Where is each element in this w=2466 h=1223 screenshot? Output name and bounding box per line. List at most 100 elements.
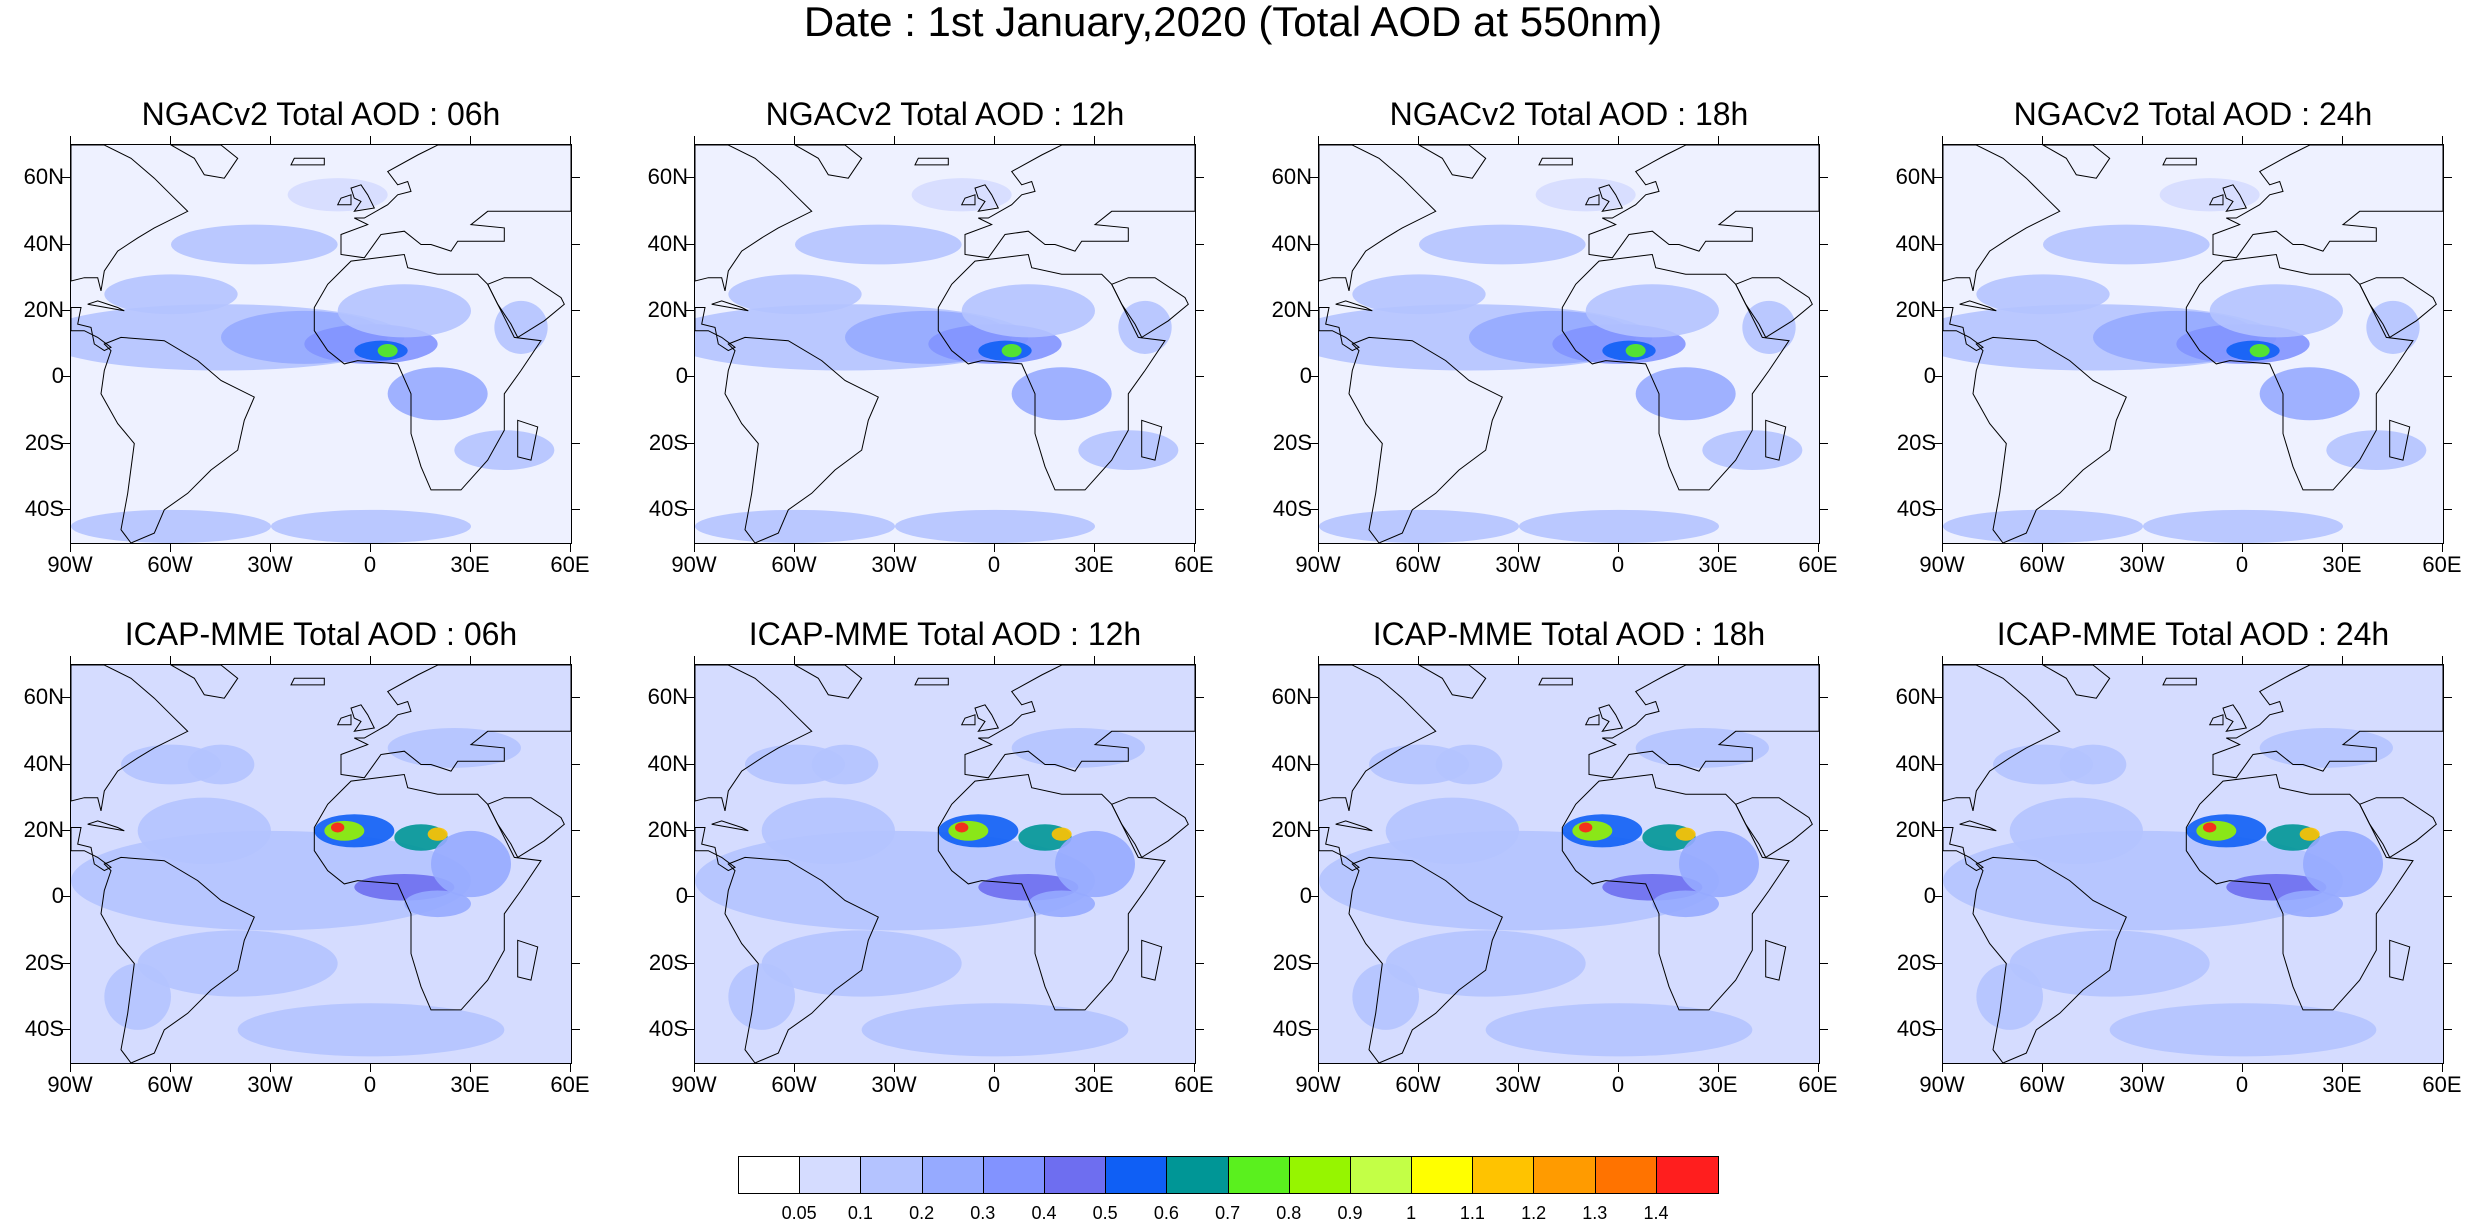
aod-plume [1535,178,1636,212]
aod-plume [2209,284,2343,338]
lat-tick [2444,697,2452,699]
coastline-britain [974,704,1000,732]
aod-plume [1635,728,1769,768]
lat-tick [2444,508,2452,510]
map-panel: NGACv2 Total AOD : 06h 60N 40N 20N 0 20S 40S 90… [24,96,590,576]
map-panel: NGACv2 Total AOD : 24h 60N 40N 20N 0 20S 40S 90… [1896,96,2462,576]
coastline-arabia [1111,797,1189,859]
lon-tick-label: 30W [247,552,293,577]
lon-tick [1942,1064,1943,1072]
coastline-madagascar [517,939,539,981]
aod-plume [494,300,548,354]
coastline-centralAmerica [71,827,112,872]
aod-plume [1352,963,1419,1030]
lon-tick [470,544,471,552]
lat-tick [686,697,694,699]
lon-tick [170,656,171,664]
aod-plume [795,224,962,265]
lat-tick [572,508,580,510]
lon-tick [994,1064,995,1072]
lon-tick [1618,1064,1619,1072]
coastline-madagascar [1765,419,1787,461]
lon-tick [2042,1064,2043,1072]
lon-tick-label: 30E [1698,1072,1738,1097]
lon-tick-label: 60E [550,1072,590,1097]
lon-tick [1418,656,1419,664]
coastline-arabia [2359,797,2437,859]
coastline-southAmerica [724,856,879,1063]
lon-tick-label: 30E [450,1072,490,1097]
lon-tick [1194,1064,1195,1072]
map-panel: NGACv2 Total AOD : 12h 60N 40N 20N 0 20S 40S 90… [648,96,1214,576]
lon-tick-label: 30E [450,552,490,577]
lon-tick [70,656,71,664]
lat-tick [1934,763,1942,765]
colorbar-swatch [983,1157,1045,1193]
lat-tick [1820,896,1828,898]
lat-tick-label: 40N [647,750,688,776]
aod-plume [1675,827,1696,841]
lat-tick [686,243,694,245]
aod-map [70,144,572,544]
lon-tick [894,1064,895,1072]
lat-tick-label: 20S [648,949,688,975]
lon-tick [1094,656,1095,664]
lat-tick [1820,1028,1828,1030]
lat-tick-label: 40S [1272,1015,1312,1041]
lat-tick [62,896,70,898]
map-panel: NGACv2 Total AOD : 18h 60N 40N 20N 0 20S 40S 90… [1272,96,1838,576]
colorbar-swatch [1350,1157,1413,1193]
lon-tick [1094,136,1095,144]
aod-plume [431,830,511,898]
aod-plume [387,367,488,421]
colorbar-label: 0.8 [1276,1203,1302,1223]
lon-tick [1618,136,1619,144]
lon-tick [694,656,695,664]
lat-tick [1196,896,1204,898]
aod-plume [1011,367,1112,421]
coastline-cuba [711,300,749,312]
coastline-centralAmerica [695,307,736,352]
lon-tick [1718,656,1719,664]
lat-tick [2444,309,2452,311]
lat-tick [1196,763,1204,765]
coastline-madagascar [2389,939,2411,981]
lat-tick [1310,1028,1318,1030]
aod-plume [104,963,171,1030]
lon-tick-label: 30W [1495,552,1541,577]
lon-tick-label: 90W [47,1072,93,1097]
aod-plume [955,822,969,833]
lat-tick [1934,376,1942,378]
aod-plume [1319,509,1519,543]
lon-tick [170,544,171,552]
aod-plume [237,1003,505,1057]
lon-tick [270,1064,271,1072]
lon-tick [1518,1064,1519,1072]
lat-tick [1820,177,1828,179]
lat-tick-label: 0 [1299,883,1312,909]
coastline-southAmerica [1348,336,1503,543]
lat-tick [1820,376,1828,378]
coastline-iceland [1538,157,1573,166]
lon-tick-label: 0 [987,1072,1001,1097]
lon-tick [694,136,695,144]
aod-map [694,664,1196,1064]
aod-plume [895,509,1095,543]
coastline-southAmerica [100,856,255,1063]
coastline-greenland [2041,665,2111,699]
lat-tick-label: 0 [1923,883,1936,909]
lon-tick [1518,656,1519,664]
colorbar-label: 0.05 [781,1203,817,1223]
lon-tick-label: 60E [1798,552,1838,577]
colorbar-swatch [1289,1157,1351,1193]
coastline-greenland [793,145,863,179]
aod-plume [137,930,338,997]
lon-tick-label: 90W [1295,1072,1341,1097]
aod-map [694,144,1196,544]
coastline-arabia [1111,277,1189,339]
lon-tick [270,544,271,552]
lon-tick-label: 60E [2422,552,2462,577]
lat-tick [1820,697,1828,699]
aod-plume [324,820,365,841]
lat-tick-label: 60N [647,684,688,710]
